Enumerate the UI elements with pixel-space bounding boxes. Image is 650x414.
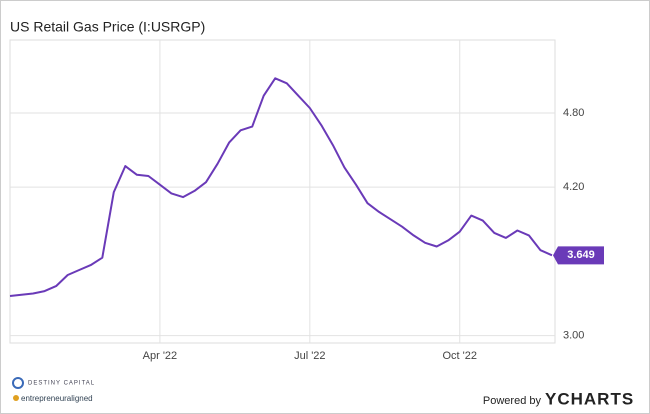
chart-title: US Retail Gas Price (I:USRGP)	[10, 19, 205, 35]
vendor: YCHARTS	[545, 389, 634, 408]
powered-by: Powered by	[483, 395, 542, 407]
logo-icon	[13, 395, 19, 401]
y-tick-label: 3.00	[563, 329, 584, 341]
x-tick-label: Oct '22	[442, 350, 477, 362]
x-tick-label: Apr '22	[143, 350, 178, 362]
x-tick-label: Jul '22	[294, 350, 325, 362]
plot-area	[9, 39, 556, 344]
y-tick-label: 4.20	[563, 181, 584, 193]
value-label: 3.649	[567, 249, 595, 261]
value-flag	[553, 246, 604, 265]
brand-name: DESTINY CAPITAL	[28, 381, 95, 387]
brand-sub: entrepreneuraligned	[21, 394, 93, 403]
y-tick-label: 4.80	[563, 107, 584, 119]
logo-icon	[12, 377, 24, 389]
brand-logo: DESTINY CAPITAL entrepreneuraligned	[12, 377, 95, 403]
series-line	[9, 77, 553, 297]
